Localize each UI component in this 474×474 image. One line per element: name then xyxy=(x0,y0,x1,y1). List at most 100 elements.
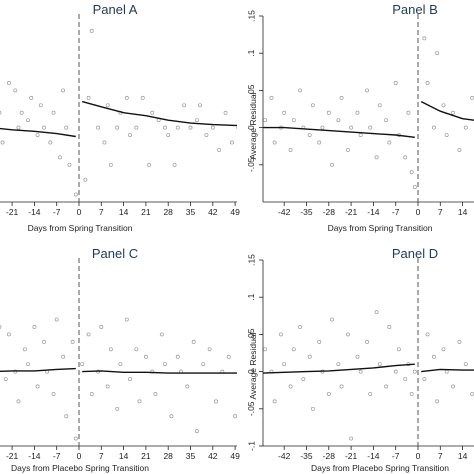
panel-a-data-point xyxy=(61,89,64,92)
panel-d-data-point xyxy=(378,363,381,366)
panel-c-data-point xyxy=(7,333,10,336)
panel-a-data-point xyxy=(7,81,10,84)
panel-c-data-point xyxy=(116,407,119,410)
panel-b-data-point xyxy=(273,141,276,144)
panel-b-data-point xyxy=(410,171,413,174)
panel-b-data-point xyxy=(289,148,292,151)
panel-a-xtick-label: 35 xyxy=(186,207,196,217)
panel-d-data-point xyxy=(464,363,467,366)
panel-a-data-point xyxy=(128,133,131,136)
panel-d-data-point xyxy=(426,333,429,336)
panel-c-data-point xyxy=(106,385,109,388)
panel-c-data-point xyxy=(119,363,122,366)
panel-c-data-point xyxy=(33,325,36,328)
panel-b-data-point xyxy=(337,119,340,122)
panel-b-xtick-label: -28 xyxy=(323,207,336,217)
panel-a-data-point xyxy=(52,111,55,114)
panel-c-data-point xyxy=(52,392,55,395)
panel-b-data-point xyxy=(388,141,391,144)
panel-a-data-point xyxy=(230,141,233,144)
panel-b-data-point xyxy=(436,52,439,55)
panel-c-fit-right xyxy=(82,371,257,373)
panel-c-title: Panel C xyxy=(92,246,138,261)
panel-d-data-point xyxy=(365,340,368,343)
panel-d-data-point xyxy=(423,377,426,380)
panel-c-data-point xyxy=(163,363,166,366)
panel-b-data-point xyxy=(321,126,324,129)
panel-d-data-point xyxy=(308,355,311,358)
panel-c-xlabel: Days from Placebo Spring Transition xyxy=(11,463,149,473)
panel-a-data-point xyxy=(176,126,179,129)
panel-d-data-point xyxy=(375,310,378,313)
panel-d-xtick-label: 7 xyxy=(438,451,443,461)
panel-a-xtick-label: 14 xyxy=(119,207,129,217)
panel-c-data-point xyxy=(90,392,93,395)
panel-d-data-point xyxy=(318,340,321,343)
panel-b-xtick-label: -42 xyxy=(278,207,291,217)
panel-d-data-point xyxy=(471,392,474,395)
panel-d-data-point xyxy=(279,333,282,336)
panel-c-data-point xyxy=(74,437,77,440)
panel-a-data-point xyxy=(106,104,109,107)
panel-d-data-point xyxy=(436,400,439,403)
panel-a-data-point xyxy=(0,111,1,114)
panel-a-data-point xyxy=(87,96,90,99)
panel-d-xtick-label: -14 xyxy=(367,451,380,461)
panel-b-data-point xyxy=(330,163,333,166)
panel-a-data-point xyxy=(74,193,77,196)
panel-c-data-point xyxy=(61,355,64,358)
panel-b-data-point xyxy=(407,111,410,114)
panel-c-data-point xyxy=(4,377,7,380)
panel-c-xtick-label: 42 xyxy=(208,451,218,461)
panel-a-data-point xyxy=(135,126,138,129)
panel-d-ytick-label: .1 xyxy=(246,293,256,300)
panel-d-data-point xyxy=(283,363,286,366)
panel-c-data-point xyxy=(125,318,128,321)
panel-b-plot-area xyxy=(240,14,474,202)
panel-b-data-point xyxy=(375,156,378,159)
panel-b-data-point xyxy=(394,81,397,84)
panel-c-xtick-label: -14 xyxy=(28,451,41,461)
panel-c-data-point xyxy=(100,325,103,328)
panel-a-data-point xyxy=(17,126,20,129)
panel-b-data-point xyxy=(378,104,381,107)
panel-a-data-point xyxy=(198,104,201,107)
panel-c-xtick-label: -21 xyxy=(6,451,19,461)
panel-d-data-point xyxy=(302,377,305,380)
panel-a-fit-left xyxy=(0,128,76,137)
panel-b-data-point xyxy=(327,111,330,114)
panel-c-data-point xyxy=(154,392,157,395)
panel-a-data-point xyxy=(151,111,154,114)
panel-d-plot: -.1 -.05 0 .05 .1 .15 -42 -35 -28 -21 -14 -7 0 7 14 xyxy=(240,254,474,461)
panel-d-ylabel: Average Residual xyxy=(248,332,258,399)
panel-d-data-point xyxy=(346,333,349,336)
panel-b-ytick-label: .05 xyxy=(246,84,256,96)
panel-d-title: Panel D xyxy=(392,246,438,261)
panel-d-data-point xyxy=(404,377,407,380)
panel-b-xtick-label: -35 xyxy=(300,207,313,217)
panel-b-data-point xyxy=(359,133,362,136)
panel-b-data-point xyxy=(442,104,445,107)
panel-a-title: Panel A xyxy=(93,2,138,17)
panel-d-data-point xyxy=(458,340,461,343)
panel-b-data-point xyxy=(458,148,461,151)
panel-d-xtick-label: 0 xyxy=(416,451,421,461)
panel-d-ytick-label: -.1 xyxy=(246,441,256,451)
panel-a-xtick-label: 21 xyxy=(141,207,151,217)
panel-b-data-point xyxy=(340,96,343,99)
panel-c-xtick-label: -7 xyxy=(53,451,61,461)
panel-c-data-point xyxy=(135,348,138,351)
panel-d-ytick-label: -.05 xyxy=(246,401,256,416)
panel-a-data-point xyxy=(167,133,170,136)
panel-c-data-point xyxy=(144,355,147,358)
panel-c-xtick-label: 0 xyxy=(77,451,82,461)
panel-d-data-point xyxy=(451,385,454,388)
panel-a-data-point xyxy=(20,111,23,114)
panel-a-fit-right xyxy=(82,102,257,127)
panel-b-data-point xyxy=(356,111,359,114)
panel-b-xtick-label: 7 xyxy=(438,207,443,217)
panel-a-data-point xyxy=(109,163,112,166)
panel-b-data-point xyxy=(432,126,435,129)
panel-a-data-point xyxy=(205,133,208,136)
panel-a-data-point xyxy=(14,89,17,92)
